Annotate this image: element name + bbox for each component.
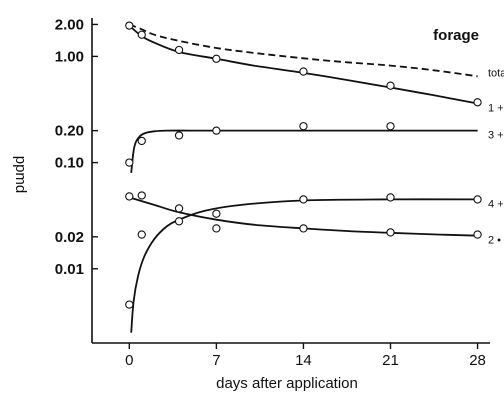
axes (91, 18, 490, 349)
data-point-2-2 (137, 191, 146, 200)
series-curve-3-3 (130, 129, 478, 174)
y-tick-label: 0.20 (55, 123, 84, 140)
data-point-2-2 (473, 230, 482, 239)
data-point-2-2 (174, 204, 184, 213)
data-point-4-4 (212, 209, 221, 218)
data-point-1-1 (299, 67, 308, 76)
series-curve-2-2 (129, 196, 478, 237)
x-tick-label: 7 (212, 352, 220, 369)
series-curve-4-4 (130, 198, 478, 333)
data-point-2-2 (125, 192, 134, 201)
x-tick-label: 14 (295, 352, 312, 369)
x-tick-label: 0 (125, 352, 133, 369)
x-tick-label: 28 (469, 352, 486, 369)
data-point-1-1 (125, 21, 134, 30)
series-points (125, 21, 482, 309)
data-point-1-1 (473, 98, 482, 107)
data-point-4-4 (125, 300, 134, 309)
data-point-3-3 (299, 122, 308, 131)
data-point-4-4 (386, 193, 395, 202)
y-tick-label: 0.10 (55, 155, 84, 172)
y-tick-label: 0.02 (55, 229, 84, 246)
data-point-3-3 (137, 136, 146, 146)
data-point-4-4 (174, 217, 184, 226)
data-point-1-1 (386, 81, 395, 90)
series-label-2-2: 2 • 2' (488, 235, 504, 247)
y-tick-label: 1.00 (55, 48, 84, 65)
data-point-3-3 (212, 126, 221, 135)
data-point-1-1 (212, 54, 221, 63)
data-point-4-4 (473, 195, 482, 204)
x-tick-label: 21 (382, 352, 399, 369)
data-point-3-3 (174, 131, 184, 140)
series-curve-total (128, 23, 478, 78)
data-point-2-2 (299, 224, 308, 233)
data-point-3-3 (125, 158, 134, 167)
data-point-1-1 (137, 30, 146, 39)
series-curve-1-1 (128, 24, 478, 105)
data-point-4-4 (299, 195, 308, 204)
series-label-1-1: 1 + 1' (488, 103, 504, 115)
chart-title: forage (433, 27, 479, 44)
data-point-1-1 (174, 45, 184, 55)
series-label-3-3: 3 + 3' (488, 130, 504, 142)
x-axis-title: days after application (216, 375, 358, 392)
data-point-2-2 (212, 224, 221, 233)
y-axis-title: ppmd (12, 156, 29, 194)
data-point-4-4 (137, 230, 146, 239)
data-point-2-2 (386, 228, 395, 237)
series-label-4-4: 4 + 4' (488, 198, 504, 210)
data-point-3-3 (386, 122, 395, 131)
text-labels: 2.00 1.00 0.20 0.10 0.02 0.01 0 7 14 21 28 days aft… (12, 16, 504, 392)
series-label-total: total (488, 67, 504, 79)
y-tick-label: 2.00 (55, 16, 84, 33)
y-tick-label: 0.01 (55, 261, 84, 278)
